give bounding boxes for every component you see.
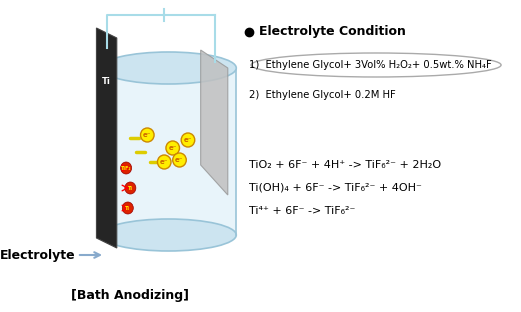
Ellipse shape (141, 128, 154, 142)
Text: Ti: Ti (128, 186, 133, 191)
Ellipse shape (157, 155, 171, 169)
Text: e⁻: e⁻ (160, 159, 168, 165)
Ellipse shape (125, 182, 136, 194)
Ellipse shape (181, 133, 195, 147)
Text: Ti: Ti (102, 77, 111, 86)
Text: 1)  Ethylene Glycol+ 3Vol% H₂O₂+ 0.5wt.% NH₄F: 1) Ethylene Glycol+ 3Vol% H₂O₂+ 0.5wt.% … (249, 60, 492, 70)
Polygon shape (96, 28, 117, 248)
Text: e⁻: e⁻ (175, 157, 184, 163)
Text: e⁻: e⁻ (168, 145, 177, 151)
Polygon shape (201, 50, 228, 195)
Ellipse shape (101, 52, 236, 84)
Ellipse shape (122, 202, 133, 214)
Ellipse shape (120, 162, 132, 174)
Text: Ti⁴⁺ + 6F⁻ -> TiF₆²⁻: Ti⁴⁺ + 6F⁻ -> TiF₆²⁻ (249, 206, 355, 216)
Ellipse shape (173, 153, 187, 167)
Text: 2)  Ethylene Glycol+ 0.2M HF: 2) Ethylene Glycol+ 0.2M HF (249, 90, 396, 100)
Text: TiO₂ + 6F⁻ + 4H⁺ -> TiF₆²⁻ + 2H₂O: TiO₂ + 6F⁻ + 4H⁺ -> TiF₆²⁻ + 2H₂O (249, 160, 441, 170)
Ellipse shape (101, 219, 236, 251)
Text: [Bath Anodizing]: [Bath Anodizing] (71, 289, 189, 301)
Text: Ti(OH)₄ + 6F⁻ -> TiF₆²⁻ + 4OH⁻: Ti(OH)₄ + 6F⁻ -> TiF₆²⁻ + 4OH⁻ (249, 183, 422, 193)
Text: e⁻: e⁻ (143, 132, 152, 138)
Text: Electrolyte Condition: Electrolyte Condition (259, 26, 406, 38)
Text: e⁻: e⁻ (184, 137, 192, 143)
Text: Electrolyte: Electrolyte (0, 248, 75, 261)
Ellipse shape (166, 141, 180, 155)
Polygon shape (101, 68, 236, 235)
Text: TiF₂: TiF₂ (121, 165, 131, 170)
Text: Ti: Ti (126, 206, 130, 211)
